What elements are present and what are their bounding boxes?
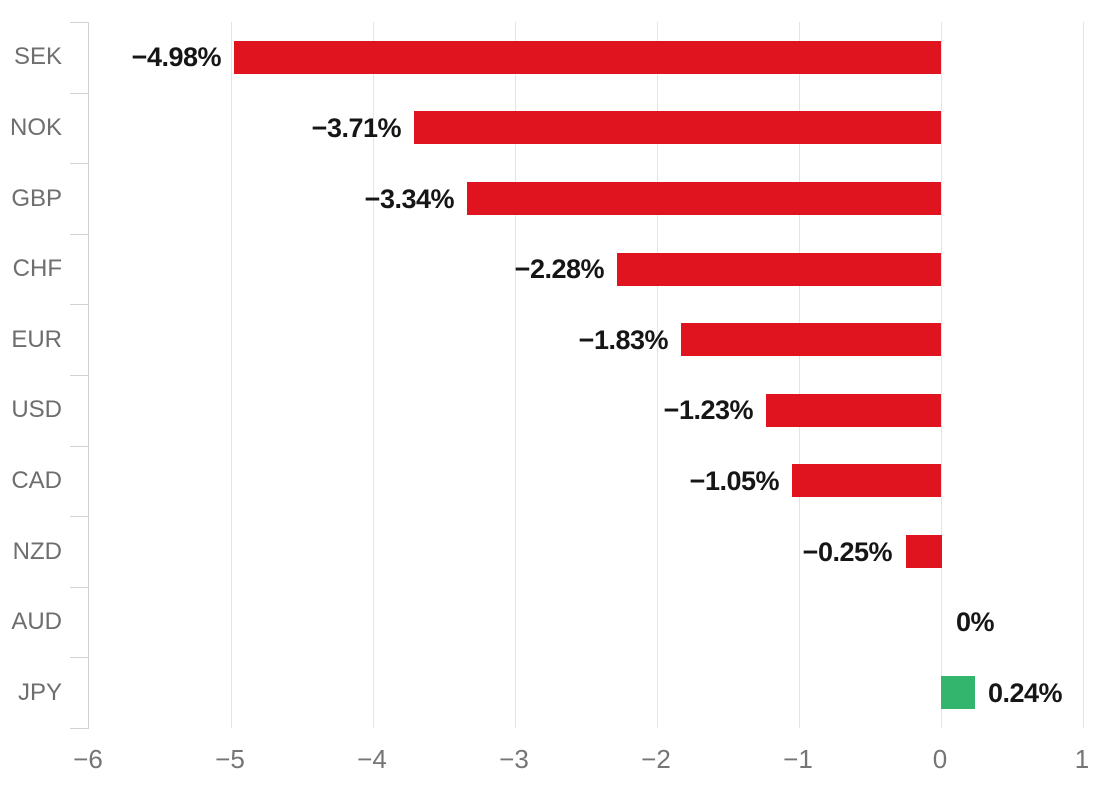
y-axis-tick	[70, 375, 89, 376]
bar-cad	[792, 464, 941, 497]
value-label-gbp: −3.34%	[364, 184, 455, 214]
y-axis-tick	[70, 163, 89, 164]
y-axis-tick	[70, 587, 89, 588]
x-tick-label--5: −5	[215, 744, 245, 774]
gridline-x--3	[515, 22, 516, 728]
y-axis-tick	[70, 22, 89, 23]
value-label-nzd: −0.25%	[802, 537, 893, 567]
value-label-usd: −1.23%	[663, 395, 754, 425]
category-label-jpy: JPY	[17, 679, 62, 706]
y-axis-tick	[70, 516, 89, 517]
y-axis-tick	[70, 93, 89, 94]
gridline-x--5	[231, 22, 232, 728]
bar-gbp	[467, 182, 941, 215]
category-label-cad: CAD	[11, 467, 62, 494]
bar-sek	[234, 41, 941, 74]
gridline-x-1	[1083, 22, 1084, 728]
gridline-x-0	[941, 22, 942, 728]
category-label-chf: CHF	[12, 255, 62, 282]
value-label-nok: −3.71%	[311, 113, 402, 143]
y-axis-tick	[70, 657, 89, 658]
bar-usd	[766, 394, 941, 427]
value-label-jpy: 0.24%	[988, 678, 1063, 708]
category-label-aud: AUD	[11, 608, 62, 635]
plot-area: −4.98% −3.71% −3.34% −2.28% −1.83% −1.23% −1.0…	[70, 22, 1091, 729]
x-tick-label-1: 1	[1074, 744, 1090, 774]
category-label-eur: EUR	[11, 326, 62, 353]
value-label-cad: −1.05%	[689, 466, 780, 496]
gridline-x--2	[657, 22, 658, 728]
x-tick-label--1: −1	[783, 744, 813, 774]
x-tick-label--4: −4	[357, 744, 387, 774]
bar-eur	[681, 323, 941, 356]
y-axis-tick	[70, 304, 89, 305]
value-label-sek: −4.98%	[131, 42, 222, 72]
category-label-gbp: GBP	[11, 185, 62, 212]
y-axis-tick	[70, 446, 89, 447]
gridline-x--4	[373, 22, 374, 728]
category-label-usd: USD	[11, 396, 62, 423]
value-label-eur: −1.83%	[578, 325, 669, 355]
x-tick-label--6: −6	[73, 744, 103, 774]
value-label-aud: 0%	[956, 607, 995, 637]
x-tick-label--3: −3	[499, 744, 529, 774]
value-label-chf: −2.28%	[514, 254, 605, 284]
bar-chf	[617, 253, 941, 286]
bar-nzd	[906, 535, 942, 568]
bar-nok	[414, 111, 941, 144]
y-axis-tick	[70, 234, 89, 235]
bar-jpy	[941, 676, 975, 709]
y-axis-tick	[70, 728, 89, 729]
gridline-x--1	[799, 22, 800, 728]
x-tick-label-0: 0	[932, 744, 948, 774]
category-label-nzd: NZD	[12, 538, 62, 565]
category-label-nok: NOK	[9, 114, 62, 141]
x-tick-label--2: −2	[641, 744, 671, 774]
category-label-sek: SEK	[13, 43, 62, 70]
